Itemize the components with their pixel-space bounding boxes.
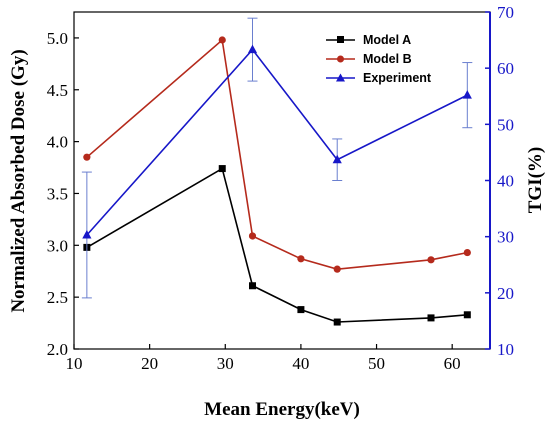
data-point <box>248 232 257 240</box>
y2-tick-label: 10 <box>497 340 514 359</box>
data-point <box>218 36 226 44</box>
y2-tick-label: 70 <box>497 3 514 22</box>
data-point <box>332 154 342 164</box>
data-point <box>463 248 471 257</box>
series-layer <box>81 17 473 326</box>
data-point <box>333 318 341 326</box>
y2-tick-label: 60 <box>497 59 514 78</box>
y-tick-label: 4.0 <box>47 133 68 152</box>
data-point <box>297 255 305 263</box>
legend-marker-experiment <box>336 73 345 82</box>
y-tick-label: 3.5 <box>47 184 68 203</box>
legend-label-model-b: Model B <box>363 52 412 66</box>
series-model-b <box>83 36 471 273</box>
data-point <box>249 282 257 290</box>
data-point <box>462 90 472 99</box>
y2-axis-title: TGI(%) <box>525 147 546 214</box>
data-point <box>427 256 435 264</box>
series-line-model-a <box>86 167 468 323</box>
y-axis-ticks: 2.0 2.5 3.0 3.5 4.0 4.5 5.0 <box>47 29 79 359</box>
x-tick-label: 20 <box>141 354 158 373</box>
data-point <box>83 153 91 161</box>
series-line-experiment <box>86 48 468 236</box>
y-tick-label: 2.0 <box>47 340 68 359</box>
x-tick-label: 10 <box>66 354 83 373</box>
data-point <box>427 314 435 322</box>
data-point <box>297 306 305 314</box>
y-tick-label: 4.5 <box>47 81 68 100</box>
x-tick-label: 60 <box>444 354 461 373</box>
y2-tick-label: 50 <box>497 115 514 134</box>
y2-tick-label: 30 <box>497 228 514 247</box>
legend: Model A Model B Experiment <box>326 33 432 85</box>
y-tick-label: 5.0 <box>47 29 68 48</box>
series-experiment <box>81 17 473 299</box>
y2-axis-ticks: 10 20 30 40 50 60 70 <box>485 3 514 359</box>
x-tick-label: 50 <box>368 354 385 373</box>
data-point <box>247 44 258 54</box>
data-point <box>82 229 92 239</box>
x-axis-ticks: 10 20 30 40 50 60 <box>66 344 461 373</box>
x-tick-label: 30 <box>217 354 234 373</box>
y-tick-label: 2.5 <box>47 288 68 307</box>
x-tick-label: 40 <box>292 354 309 373</box>
data-point <box>333 265 341 273</box>
x-axis-title: Mean Energy(keV) <box>204 399 360 420</box>
y-axis-title: Normalized Absorbed Dose (Gy) <box>8 49 29 312</box>
legend-label-experiment: Experiment <box>363 71 432 85</box>
y2-tick-label: 40 <box>497 172 514 191</box>
legend-marker-model-b <box>337 55 344 63</box>
data-point <box>218 165 226 173</box>
legend-label-model-a: Model A <box>363 33 411 47</box>
data-point <box>463 311 471 319</box>
series-model-a <box>83 165 471 326</box>
y-tick-label: 3.0 <box>47 236 68 255</box>
legend-marker-model-a <box>337 36 344 43</box>
y2-tick-label: 20 <box>497 284 514 303</box>
